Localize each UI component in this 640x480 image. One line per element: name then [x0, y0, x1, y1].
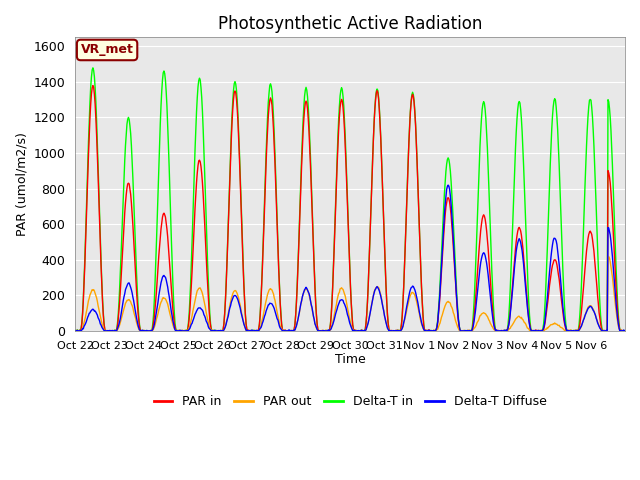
PAR out	[74, 328, 82, 334]
PAR out	[71, 328, 79, 334]
Delta-T in	[480, 99, 488, 105]
Y-axis label: PAR (umol/m2/s): PAR (umol/m2/s)	[15, 132, 28, 236]
Delta-T in	[307, 154, 314, 159]
PAR in	[71, 328, 79, 334]
Delta-T in	[467, 327, 474, 333]
PAR in	[150, 319, 157, 325]
Delta-T Diffuse	[74, 328, 81, 334]
Title: Photosynthetic Active Radiation: Photosynthetic Active Radiation	[218, 15, 483, 33]
PAR out	[328, 325, 335, 331]
Delta-T in	[74, 327, 81, 333]
PAR out	[621, 328, 629, 334]
Delta-T Diffuse	[621, 328, 629, 334]
PAR out	[480, 310, 488, 315]
Legend: PAR in, PAR out, Delta-T in, Delta-T Diffuse: PAR in, PAR out, Delta-T in, Delta-T Dif…	[148, 390, 552, 413]
Delta-T Diffuse	[148, 327, 156, 333]
Delta-T Diffuse	[71, 328, 79, 334]
PAR in	[467, 328, 475, 334]
PAR in	[307, 183, 315, 189]
Line: Delta-T in: Delta-T in	[75, 68, 625, 331]
PAR in	[72, 328, 80, 334]
Delta-T in	[621, 328, 629, 334]
Delta-T Diffuse	[480, 250, 488, 256]
Delta-T Diffuse	[306, 293, 314, 299]
Delta-T in	[328, 312, 335, 318]
Delta-T in	[149, 320, 157, 326]
PAR out	[72, 328, 80, 334]
Delta-T Diffuse	[444, 182, 452, 188]
Line: PAR in: PAR in	[75, 85, 625, 331]
PAR in	[89, 83, 97, 88]
Delta-T in	[71, 328, 79, 334]
Delta-T in	[89, 65, 97, 71]
Text: VR_met: VR_met	[81, 44, 134, 57]
PAR in	[328, 300, 336, 306]
PAR out	[149, 327, 157, 333]
PAR out	[307, 298, 314, 303]
Delta-T Diffuse	[326, 327, 334, 333]
PAR in	[481, 213, 488, 219]
PAR in	[621, 328, 629, 334]
Line: PAR out: PAR out	[75, 256, 625, 331]
PAR out	[604, 253, 612, 259]
Delta-T Diffuse	[467, 328, 474, 334]
PAR in	[74, 328, 82, 334]
X-axis label: Time: Time	[335, 353, 365, 366]
PAR out	[467, 328, 474, 334]
Line: Delta-T Diffuse: Delta-T Diffuse	[75, 185, 625, 331]
